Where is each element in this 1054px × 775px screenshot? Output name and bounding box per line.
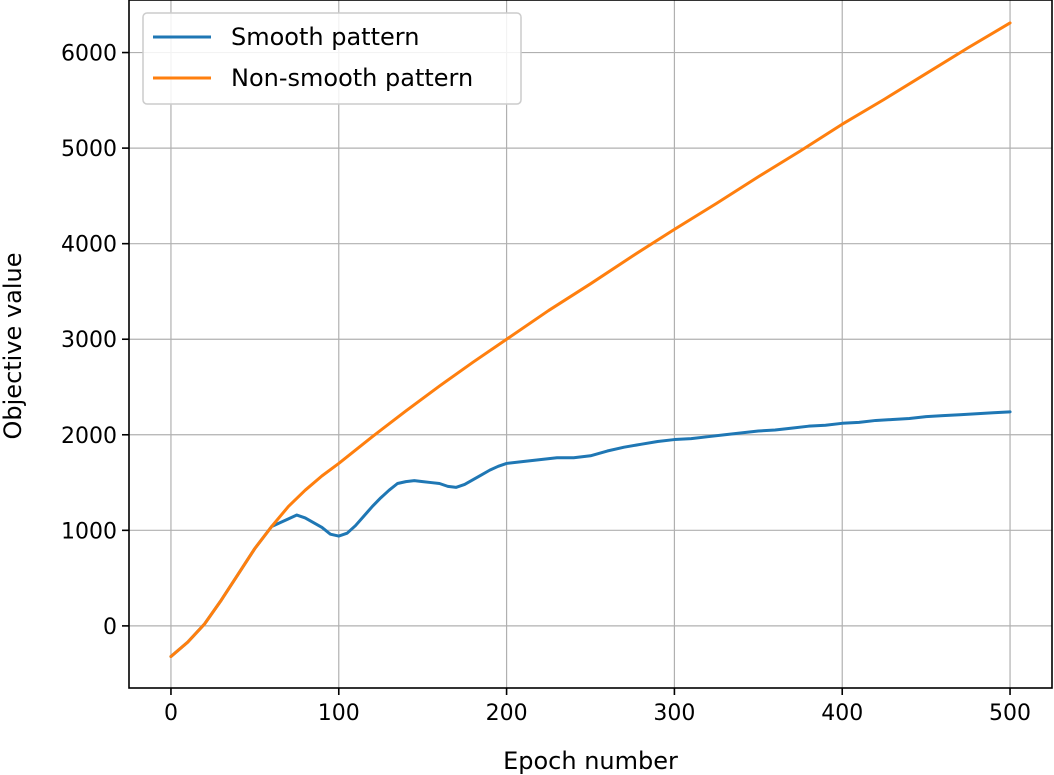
y-tick-label: 0 — [103, 615, 117, 640]
x-tick-label: 500 — [989, 701, 1031, 726]
y-tick-label: 6000 — [61, 42, 117, 67]
series-line-0 — [169, 410, 1012, 658]
x-tick-label: 400 — [821, 701, 863, 726]
grid — [129, 0, 1052, 688]
y-tick-label: 5000 — [61, 137, 117, 162]
x-tick-label: 200 — [486, 701, 528, 726]
legend: Smooth pattern Non-smooth pattern — [142, 12, 522, 105]
y-axis-label: Objective value — [0, 253, 27, 440]
legend-label-1: Non-smooth pattern — [231, 64, 473, 92]
legend-label-0: Smooth pattern — [231, 23, 419, 51]
x-tick-label: 100 — [318, 701, 360, 726]
y-tick-label: 2000 — [61, 424, 117, 449]
y-tick-label: 3000 — [61, 328, 117, 353]
y-tick-label: 4000 — [61, 233, 117, 258]
y-tick-label: 1000 — [61, 519, 117, 544]
series-line-1 — [169, 21, 1012, 658]
x-tick-label: 0 — [164, 701, 178, 726]
plot-frame — [128, 0, 1053, 689]
x-tick-label: 300 — [653, 701, 695, 726]
series-layer — [169, 21, 1012, 658]
x-axis-label: Epoch number — [503, 747, 678, 775]
legend-box — [142, 12, 522, 105]
ticks: 0 100 200 300 400 500010002000300040005000600… — [61, 42, 1031, 726]
